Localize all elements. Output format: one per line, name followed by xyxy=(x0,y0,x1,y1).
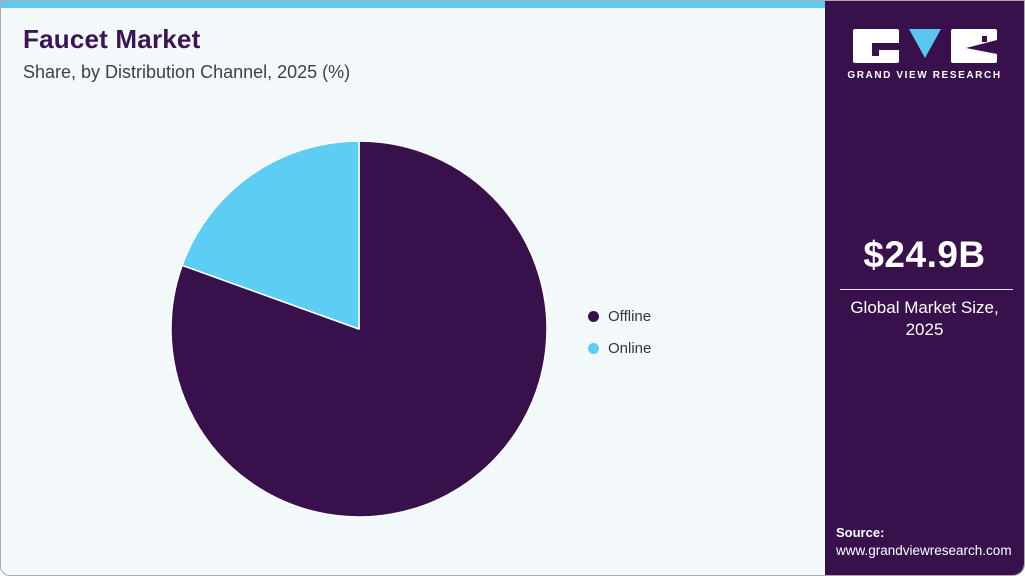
legend-dot-icon xyxy=(588,342,599,354)
chart-legend: Offline Online xyxy=(588,305,651,369)
legend-item-offline[interactable]: Offline xyxy=(588,305,651,327)
market-size-label-line2: 2025 xyxy=(905,320,944,339)
legend-item-online[interactable]: Online xyxy=(588,337,651,359)
brand-sidebar: GRAND VIEW RESEARCH $24.9B Global Market… xyxy=(825,1,1024,575)
chart-panel: Faucet Market Share, by Distribution Cha… xyxy=(1,8,825,575)
page-subtitle: Share, by Distribution Channel, 2025 (%) xyxy=(23,62,351,82)
pie-chart-area xyxy=(169,139,549,519)
source-url[interactable]: www.grandviewresearch.com xyxy=(836,543,1012,558)
market-size-value: $24.9B xyxy=(863,234,986,275)
legend-label: Online xyxy=(608,339,652,357)
pie-chart[interactable] xyxy=(169,139,549,519)
legend-dot-icon xyxy=(588,310,599,322)
stat-divider xyxy=(840,289,1013,290)
pie-slice-online[interactable] xyxy=(181,140,360,330)
market-size-stat: $24.9B Global Market Size, 2025 xyxy=(825,234,1024,341)
market-size-label: Global Market Size, 2025 xyxy=(825,297,1024,341)
brand-logo: GRAND VIEW RESEARCH xyxy=(825,29,1024,81)
gvr-logo-icon xyxy=(852,29,997,63)
market-size-label-line1: Global Market Size, xyxy=(850,298,999,317)
legend-label: Offline xyxy=(608,307,652,325)
source-block: Source: www.grandviewresearch.com xyxy=(836,525,1012,558)
source-label: Source: xyxy=(836,525,885,540)
brand-name: GRAND VIEW RESEARCH xyxy=(847,70,1002,81)
page-title: Faucet Market xyxy=(23,24,201,54)
accent-top-bar xyxy=(1,1,825,8)
chart-header: Faucet Market Share, by Distribution Cha… xyxy=(23,24,350,83)
